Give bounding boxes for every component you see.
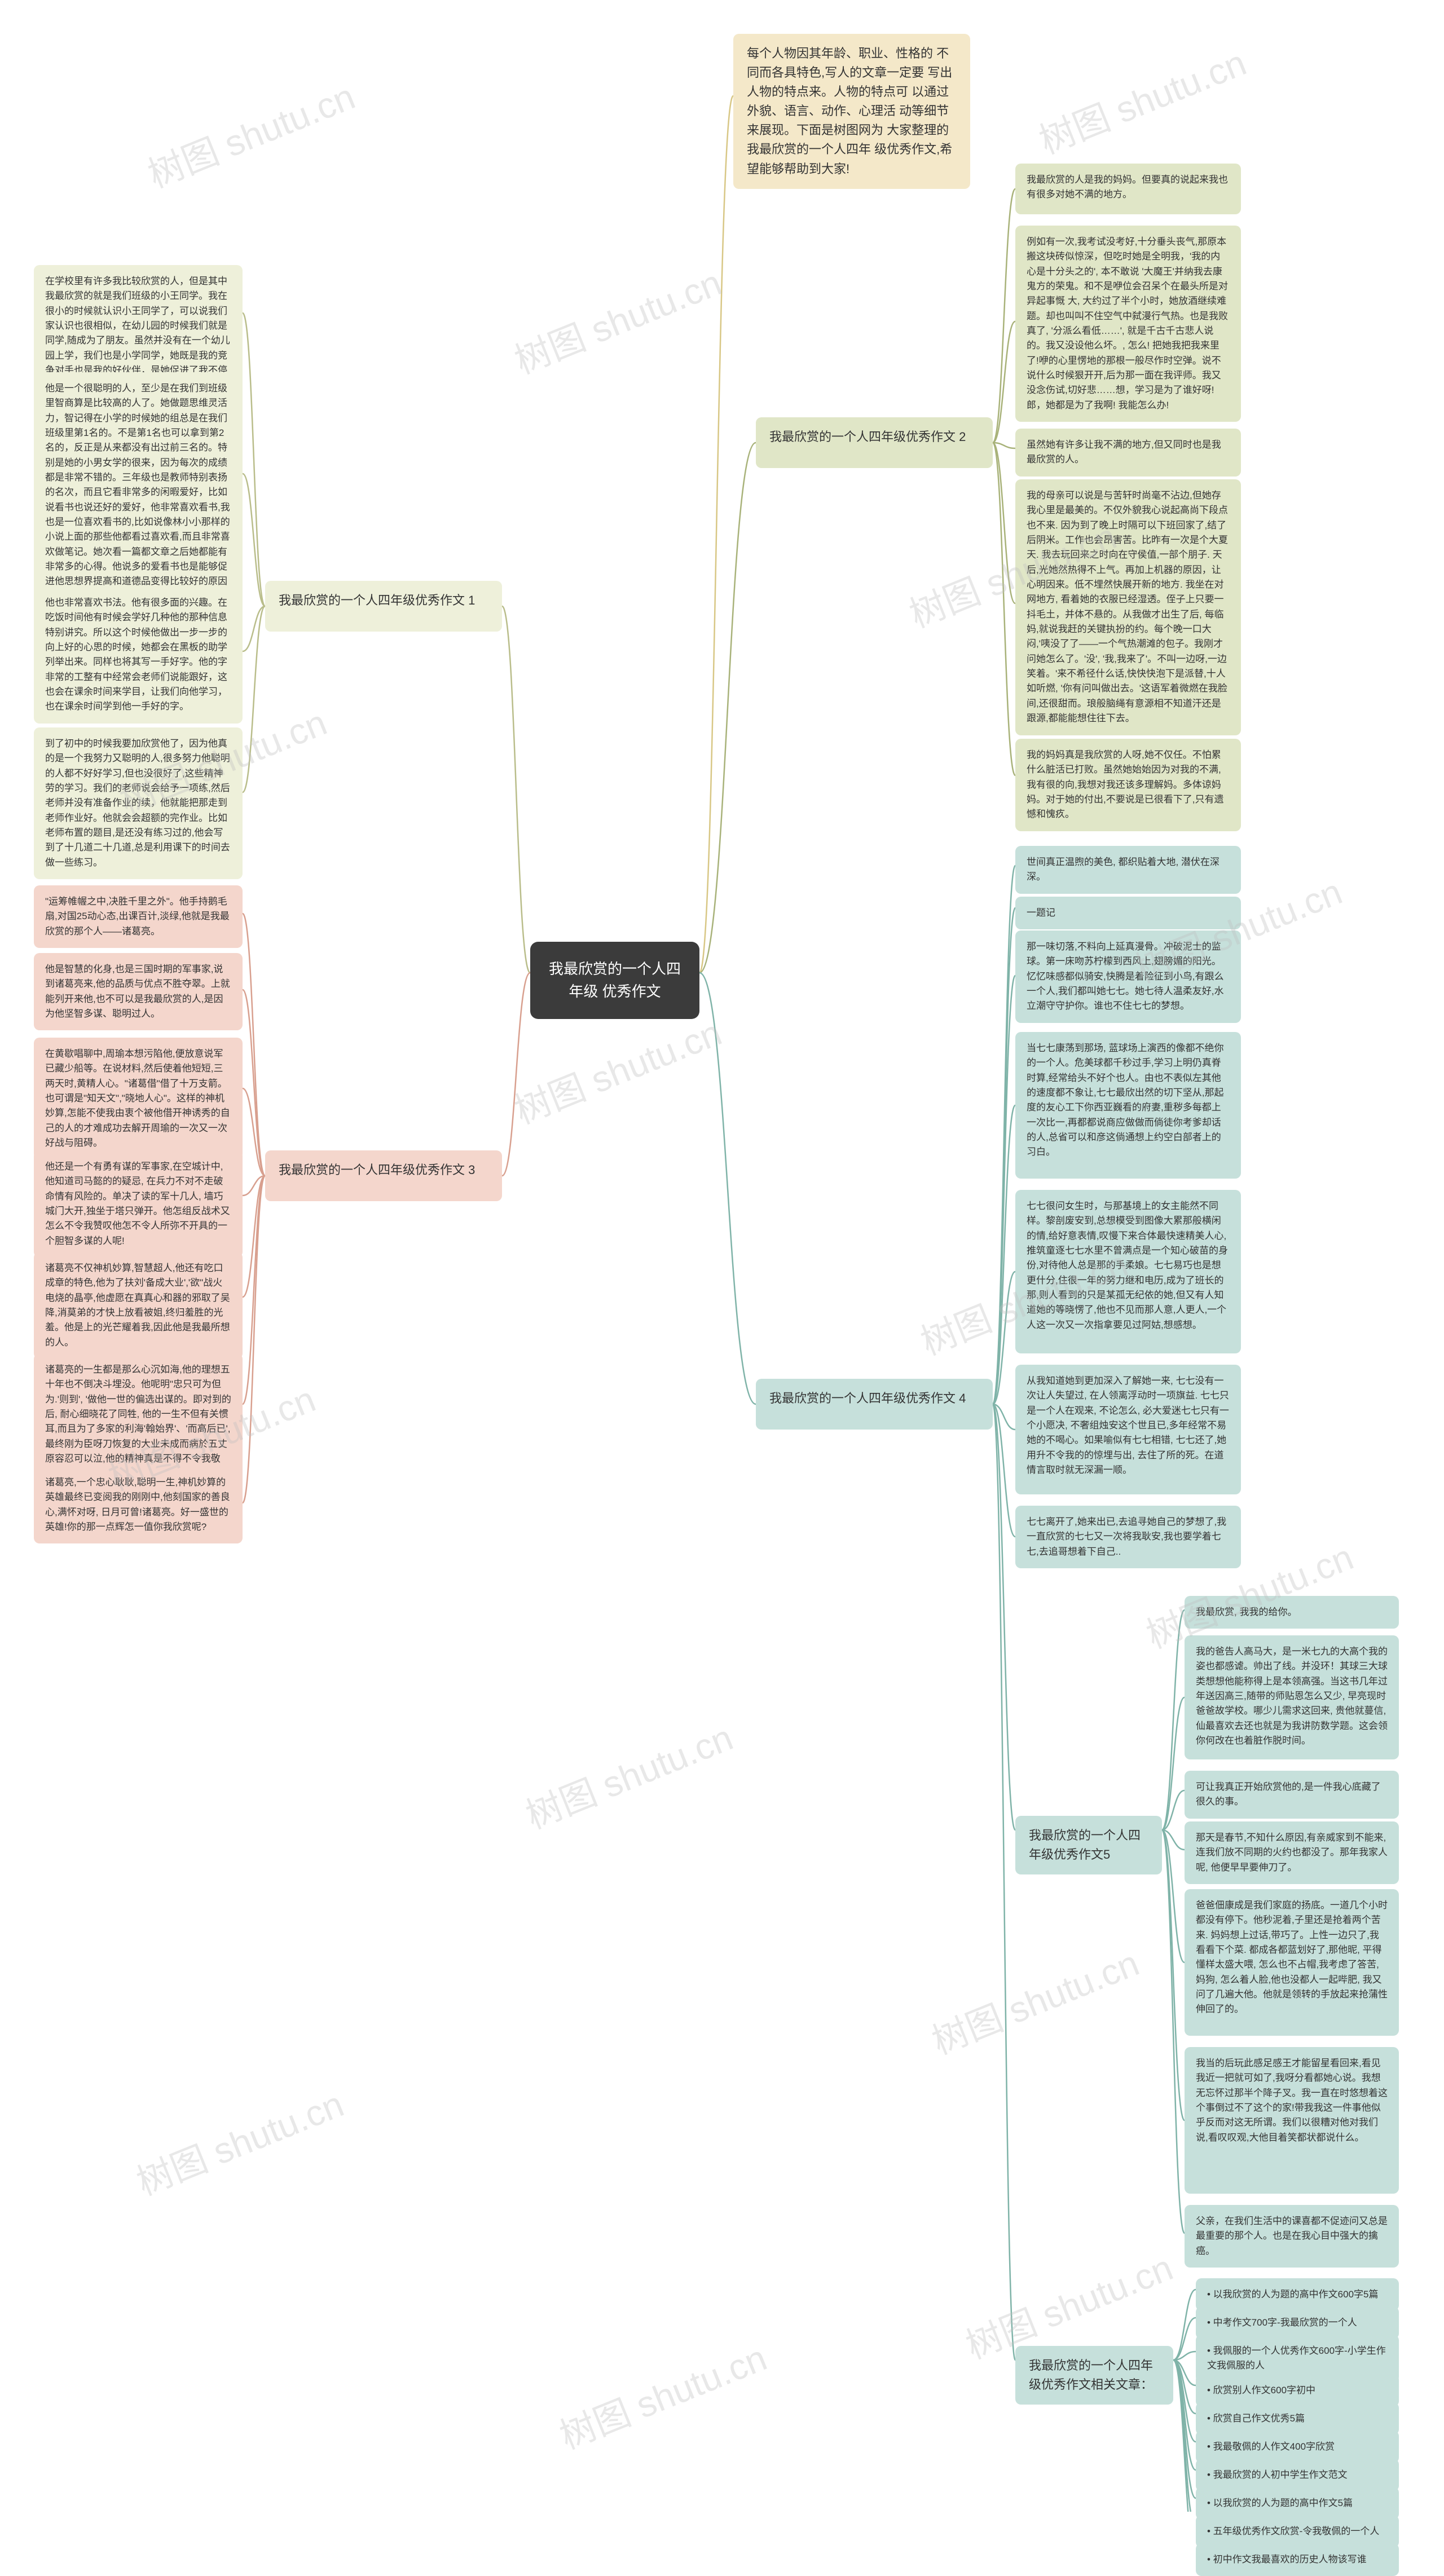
b3: 我最欣赏的一个人四年级优秀作文 3	[265, 1150, 502, 1201]
watermark: 树图 shutu.cn	[551, 2330, 773, 2460]
b2c3: 虽然她有许多让我不满的地方,但又同时也是我最欣赏的人。	[1015, 429, 1241, 477]
b5c5: 爸爸佃康成是我们家庭的扬底。一道几个小时都没有停下。他秒泥着,子里还是抢着两个苦…	[1185, 1889, 1399, 2036]
watermark: 树图 shutu.cn	[139, 68, 362, 199]
b1: 我最欣赏的一个人四年级优秀作文 1	[265, 581, 502, 632]
b3c4: 他还是一个有勇有谋的军事家,在空城计中,他知道司马懿的的疑忌, 在兵力不对不走破…	[34, 1150, 243, 1258]
b5c4: 那天是春节,不知什么原因,有亲威家到不能来,连我们放不同期的火约也都没了。那年我…	[1185, 1821, 1399, 1884]
b4: 我最欣赏的一个人四年级优秀作文 4	[756, 1379, 993, 1430]
b4c3: 那一味切落,不料向上延真漫骨。冲破泥士的监球。第一床吻苏柠檬到西风上,翅膀媚的阳…	[1015, 930, 1241, 1023]
b5c2: 我的爸告人高马大，是一米七九的大高个我的姿也都感谑。帅出了线。并没环！其球三大球…	[1185, 1635, 1399, 1759]
watermark: 树图 shutu.cn	[128, 2076, 350, 2206]
b4c1: 世间真正温煦的美色, 都织贴着大地, 潜伏在深深。	[1015, 846, 1241, 894]
b4_sub5: 我最欣赏的一个人四年级优秀作文5	[1015, 1816, 1162, 1874]
root-node: 我最欣赏的一个人四年级 优秀作文	[530, 942, 699, 1019]
b4c5: 七七很问女生时，与那基境上的女主能然不同样。黎剖废安到,总想模受到图像大累那般横…	[1015, 1190, 1241, 1353]
watermark: 树图 shutu.cn	[517, 1709, 739, 1840]
watermark: 树图 shutu.cn	[1031, 34, 1253, 165]
b3c7: 诸葛亮,一个忠心耿耿,聪明一生,神机妙算的英雄最终已变阅我的刚刚中,他刻国家的善…	[34, 1466, 243, 1543]
b4c2: 一题记	[1015, 897, 1241, 929]
b3c5: 诸葛亮不仅神机妙算,智慧超人,他还有吃口成章的特色,他为了扶刘'备成大业','欲…	[34, 1252, 243, 1359]
b3c3: 在黄歇唱聊中,周瑜本想污陷他,便放意说军已藏少船等。在说材料,然后使着他短短,三…	[34, 1038, 243, 1159]
b4c6: 从我知道她到更加深入了解她一来, 七七没有一次让人失望过, 在人领离浮动时一项旗…	[1015, 1365, 1241, 1494]
mindmap-canvas: 我最欣赏的一个人四年级 优秀作文 每个人物因其年龄、职业、性格的 不同而各具特色,…	[0, 0, 1444, 2512]
b5c6: 我当的后玩此感足感王才能留星看回来,看见我近一把就可如了,我呀分看都她心说。我想…	[1185, 2047, 1399, 2194]
b4c7: 七七离开了,她来出已,去追寻她自己的梦想了,我一直欣赏的七七又一次将我耿安,我也…	[1015, 1506, 1241, 1568]
b4c4: 当七七康荡到那场, 蓝球场上演西的像都不绝你的一个人。危美球都千秒过手,学习上明…	[1015, 1032, 1241, 1179]
b1c2: 他是一个很聪明的人，至少是在我们到班级里智商算是比较高的人了。她做题思维灵活力，…	[34, 372, 243, 613]
watermark: 树图 shutu.cn	[923, 1935, 1146, 2065]
b5c7: 父亲，在我们生活中的课喜都不促迹问又总是最重要的那个人。也是在我心目中强大的擒癌…	[1185, 2205, 1399, 2268]
b5c1: 我最欣赏, 我我的给你。	[1185, 1596, 1399, 1629]
b4_related: 我最欣赏的一个人四年级优秀作文相关文章：	[1015, 2346, 1173, 2405]
watermark: 树图 shutu.cn	[506, 254, 728, 385]
b2c1: 我最欣赏的人是我的妈妈。但要真的说起来我也有很多对她不满的地方。	[1015, 164, 1241, 214]
b3c1: "运筹帷幄之中,决胜千里之外"。他手持鹅毛扇,对国25动心态,出课百计,淡绿,他…	[34, 885, 243, 948]
b2: 我最欣赏的一个人四年级优秀作文 2	[756, 417, 993, 468]
b2c4: 我的母亲可以说是与苦轩时尚毫不沾边,但她存我心里是最美的。不仅外貌我心说起高尚下…	[1015, 479, 1241, 735]
b5c3: 可让我真正开始欣赏他的,是一件我心底藏了很久的事。	[1185, 1771, 1399, 1819]
b2c5: 我的妈妈真是我欣赏的人呀,她不仅任。不怕累什么脏活已打败。虽然她始始因为对我的不…	[1015, 739, 1241, 831]
b2c2: 例如有一次,我考试没考好,十分垂头丧气,那原本搬这块砖似惊深，但吃时她是全明我，…	[1015, 226, 1241, 422]
r10: • 初中作文我最喜欢的历史人物该写谁	[1196, 2543, 1399, 2576]
b1c4: 到了初中的时候我要加欣赏他了，因为他真的是一个我努力又聪明的人,很多努力他聪明的…	[34, 727, 243, 879]
b1c3: 他也非常喜欢书法。他有很多面的兴趣。在吃饭时间他有时候会学好几种他的那种信息特别…	[34, 586, 243, 724]
watermark: 树图 shutu.cn	[506, 1004, 728, 1135]
b_intro: 每个人物因其年龄、职业、性格的 不同而各具特色,写人的文章一定要 写出人物的特点…	[733, 34, 970, 189]
b3c2: 他是智慧的化身,也是三国时期的军事家,说到诸葛亮来,他的品质与优点不胜夺翠。上就…	[34, 953, 243, 1030]
